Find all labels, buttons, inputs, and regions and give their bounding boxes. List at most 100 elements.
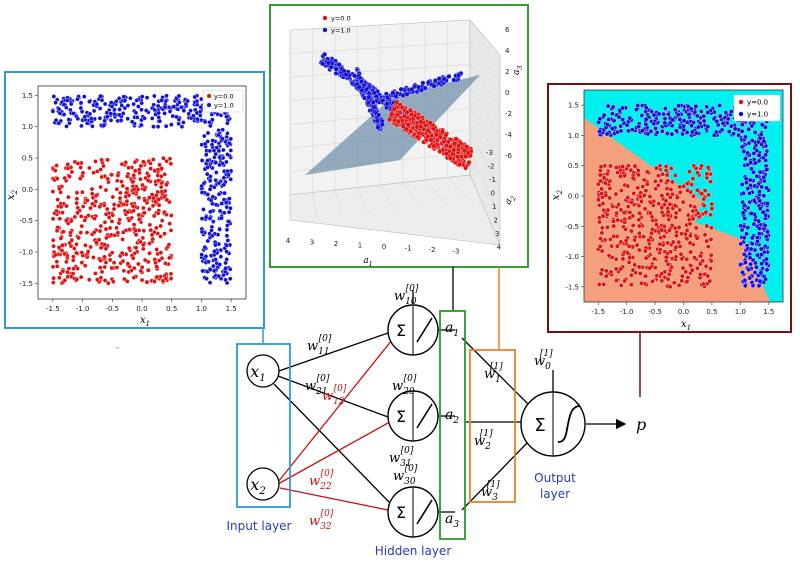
data-point-class0 <box>634 242 640 248</box>
data-point-class0 <box>79 260 85 265</box>
data-point-class1 <box>436 76 442 82</box>
data-point-class1 <box>224 227 230 233</box>
data-point-class1 <box>649 109 655 114</box>
data-point-class1 <box>175 106 181 112</box>
data-point-class0 <box>668 249 673 255</box>
data-point-class0 <box>597 172 603 178</box>
data-point-class0 <box>159 218 165 223</box>
data-point-class0 <box>136 212 142 218</box>
data-point-class0 <box>75 210 80 216</box>
data-point-class0 <box>688 203 694 209</box>
data-point-class1 <box>207 178 213 183</box>
data-point-class0 <box>144 279 150 285</box>
data-point-class1 <box>689 129 695 135</box>
data-point-class1 <box>183 101 189 107</box>
data-point-class0 <box>115 230 121 235</box>
output-decision-panel: -1.5 -1.0 -0.5 0.0 0.5 1.0 1.5 1.5 1.0 0.5 0.0 -0.5… <box>547 83 792 333</box>
data-point-class0 <box>688 249 693 255</box>
data-point-class1 <box>164 93 169 99</box>
data-point-class1 <box>636 124 642 129</box>
data-point-class0 <box>80 204 86 209</box>
data-point-class0 <box>404 109 410 115</box>
data-point-class1 <box>50 109 56 114</box>
data-point-class0 <box>153 199 158 204</box>
data-point-class0 <box>121 268 127 274</box>
data-point-class1 <box>119 103 125 108</box>
data-point-class0 <box>705 244 711 250</box>
data-point-class1 <box>221 147 226 153</box>
data-point-class0 <box>665 276 671 282</box>
out-legend-label-class1: y=1.0 <box>747 111 768 119</box>
data-point-class1 <box>78 100 84 106</box>
data-point-class0 <box>659 205 665 211</box>
data-point-class0 <box>428 137 434 143</box>
3d-x-tick-label: 3 <box>310 239 314 247</box>
data-point-class0 <box>60 210 65 215</box>
data-point-class0 <box>637 194 643 199</box>
data-point-class1 <box>217 208 223 214</box>
data-point-class0 <box>448 155 453 161</box>
data-point-class1 <box>199 252 204 257</box>
data-point-class1 <box>422 85 428 91</box>
data-point-class0 <box>656 201 662 207</box>
data-point-class1 <box>425 79 431 85</box>
data-point-class1 <box>756 283 762 289</box>
data-point-class0 <box>167 221 173 226</box>
data-point-class0 <box>603 180 608 186</box>
data-point-class0 <box>50 264 56 270</box>
data-point-class1 <box>181 108 187 113</box>
data-point-class1 <box>224 204 229 210</box>
data-point-class0 <box>666 228 672 233</box>
data-point-class0 <box>611 223 617 229</box>
output-layer: Σ p Output layer <box>469 349 646 503</box>
data-point-class0 <box>703 209 709 215</box>
data-point-class1 <box>134 98 140 103</box>
data-point-class0 <box>89 186 95 192</box>
data-point-class0 <box>613 165 619 170</box>
weight-w22: w22[0] <box>309 469 334 492</box>
data-point-class0 <box>59 248 65 253</box>
data-point-class1 <box>625 128 631 134</box>
data-point-class1 <box>205 238 211 244</box>
data-point-class0 <box>54 228 60 234</box>
data-point-class1 <box>224 159 229 165</box>
data-point-class0 <box>673 244 679 250</box>
data-point-class1 <box>198 104 203 110</box>
data-point-class1 <box>87 99 92 104</box>
weight-w11: w11[0] <box>307 334 332 357</box>
data-point-class1 <box>208 209 213 215</box>
data-point-class1 <box>201 207 206 212</box>
data-point-class1 <box>53 117 59 123</box>
data-point-class0 <box>121 202 126 207</box>
data-point-class0 <box>54 259 60 264</box>
data-point-class0 <box>673 210 679 216</box>
data-point-class1 <box>228 205 233 211</box>
data-point-class0 <box>51 280 56 285</box>
data-point-class1 <box>653 126 658 131</box>
data-point-class0 <box>679 278 685 284</box>
3d-xlabel: a1 <box>363 256 373 268</box>
data-point-class0 <box>603 192 609 198</box>
data-point-class0 <box>111 206 117 212</box>
data-point-class1 <box>711 132 717 138</box>
3d-legend: y=0.0 y=1.0 <box>322 15 351 35</box>
data-point-class0 <box>146 267 151 273</box>
data-point-class1 <box>669 117 675 123</box>
data-point-class1 <box>97 116 103 121</box>
data-point-class0 <box>463 153 469 159</box>
data-point-class1 <box>195 116 200 122</box>
data-point-class0 <box>655 173 661 179</box>
data-point-class1 <box>765 200 771 206</box>
data-point-class0 <box>599 230 605 236</box>
data-point-class0 <box>637 271 643 276</box>
data-point-class0 <box>668 166 674 171</box>
data-point-class0 <box>116 220 122 226</box>
data-point-class0 <box>111 260 117 265</box>
data-point-class0 <box>662 202 667 208</box>
hidden-layer: Σ Σ Σ a1 a2 a3 Hidden layer <box>375 304 466 558</box>
data-point-class1 <box>611 118 617 124</box>
data-point-class1 <box>224 243 230 248</box>
data-point-class0 <box>119 250 125 256</box>
data-point-class0 <box>138 268 144 274</box>
data-point-class1 <box>227 140 232 146</box>
